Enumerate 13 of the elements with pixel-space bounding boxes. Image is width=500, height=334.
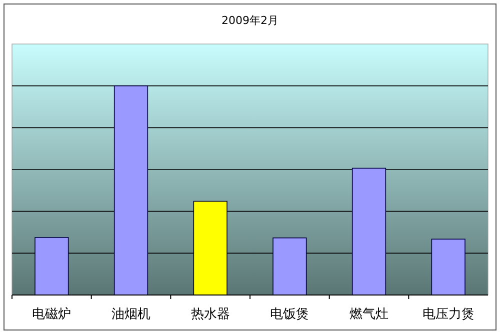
x-tick-label: 热水器 xyxy=(190,307,230,322)
bar xyxy=(193,200,228,296)
bar xyxy=(431,238,466,296)
x-tick-label: 电磁炉 xyxy=(32,307,72,322)
x-tick-label: 电饭煲 xyxy=(270,307,310,322)
bar xyxy=(272,238,307,296)
bar xyxy=(114,85,148,296)
x-tick-label: 电压力煲 xyxy=(422,307,474,322)
chart-title: 2009年2月 xyxy=(222,14,278,27)
x-tick-label: 燃气灶 xyxy=(350,307,388,322)
bar xyxy=(352,168,386,296)
x-tick-label: 油烟机 xyxy=(112,307,150,322)
bar xyxy=(34,237,69,296)
